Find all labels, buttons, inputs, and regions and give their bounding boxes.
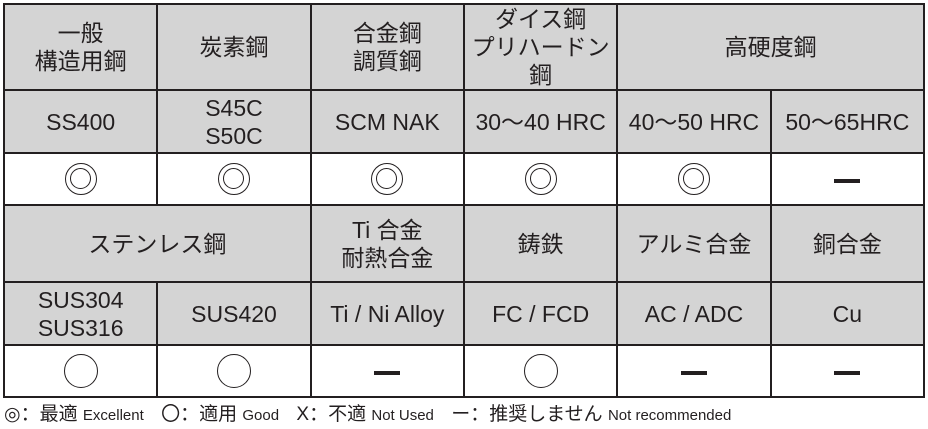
grade-cell: 50～65HRC xyxy=(769,89,926,154)
material-header-row-2: ステンレス鋼 Ti 合金 耐熱合金 鋳鉄 アルミ合金 銅合金 xyxy=(3,204,926,283)
header-general-steel: 一般 構造用鋼 xyxy=(2,3,159,91)
rating-cell xyxy=(462,152,619,206)
material-compatibility-table: 一般 構造用鋼 炭素鋼 合金鋼 調質鋼 ダイス鋼 プリハードン鋼 高硬度鋼 SS… xyxy=(2,3,926,398)
legend-ja: 不適 xyxy=(328,404,367,425)
header-copper-alloy: 銅合金 xyxy=(769,204,926,283)
grade-row-1: SS400 S45C S50C SCM NAK 30～40 HRC 40～50 … xyxy=(2,89,926,154)
legend-en: Not Used xyxy=(371,407,434,424)
legend-not-used: X：不適 Not Used xyxy=(296,404,434,425)
double-circle-icon xyxy=(524,163,557,195)
legend-not-recommended: ー：推奨しません Not recommended xyxy=(451,404,731,425)
material-header-row-1: 一般 構造用鋼 炭素鋼 合金鋼 調質鋼 ダイス鋼 プリハードン鋼 高硬度鋼 xyxy=(2,3,925,91)
header-stainless-steel: ステンレス鋼 xyxy=(3,204,312,283)
grade-cell: Cu xyxy=(769,281,926,346)
circle-icon xyxy=(63,354,98,388)
double-circle-icon xyxy=(677,163,710,195)
rating-cell xyxy=(616,152,772,206)
legend-ja: 推奨しません xyxy=(489,404,603,425)
legend-en: Not recommended xyxy=(607,407,732,424)
legend-separator: ： xyxy=(20,404,40,425)
rating-cell xyxy=(309,152,465,206)
header-titanium-alloy: Ti 合金 耐熱合金 xyxy=(309,204,465,283)
header-aluminum-alloy: アルミ合金 xyxy=(616,204,772,283)
rating-row-2 xyxy=(2,344,926,398)
grade-cell: SCM NAK xyxy=(309,89,465,154)
rating-cell xyxy=(769,344,926,398)
dash-symbol: ー xyxy=(451,404,471,425)
rating-cell xyxy=(2,152,159,206)
cross-symbol: X xyxy=(296,404,310,425)
rating-cell xyxy=(616,344,772,398)
dash-icon xyxy=(834,370,861,375)
circle-icon xyxy=(523,354,558,388)
grade-cell: FC / FCD xyxy=(462,281,619,346)
rating-cell xyxy=(156,152,312,206)
rating-cell xyxy=(462,344,619,398)
header-alloy-steel: 合金鋼 調質鋼 xyxy=(309,3,465,91)
legend-separator: ： xyxy=(180,404,200,425)
grade-cell: S45C S50C xyxy=(156,89,312,154)
circle-symbol: 〇 xyxy=(161,404,181,425)
double-circle-icon xyxy=(64,163,97,195)
legend-excellent: ◎：最適 Excellent xyxy=(4,404,144,425)
rating-cell xyxy=(769,152,926,206)
grade-cell: SS400 xyxy=(2,89,159,154)
grade-cell: SUS304 SUS316 xyxy=(2,281,159,346)
grade-cell: Ti / Ni Alloy xyxy=(309,281,465,346)
legend-en: Excellent xyxy=(82,407,144,424)
legend-separator: ： xyxy=(470,404,490,425)
legend-separator: ： xyxy=(309,404,329,425)
circle-icon xyxy=(216,354,251,388)
grade-row-2: SUS304 SUS316 SUS420 Ti / Ni Alloy FC / … xyxy=(2,281,926,346)
legend-ja: 適用 xyxy=(199,404,238,425)
rating-row-1 xyxy=(2,152,926,206)
rating-cell xyxy=(156,344,312,398)
legend: ◎：最適 Excellent 〇：適用 Good X：不適 Not Used ー… xyxy=(4,399,743,426)
dash-icon xyxy=(374,370,401,375)
dash-icon xyxy=(834,178,861,183)
legend-good: 〇：適用 Good xyxy=(161,404,279,425)
header-hardened-steel: 高硬度鋼 xyxy=(616,3,925,91)
header-carbon-steel: 炭素鋼 xyxy=(156,3,312,91)
grade-cell: AC / ADC xyxy=(616,281,772,346)
grade-cell: 40～50 HRC xyxy=(616,89,772,154)
legend-en: Good xyxy=(242,407,280,424)
legend-ja: 最適 xyxy=(39,404,78,425)
double-circle-icon xyxy=(217,163,250,195)
dash-icon xyxy=(680,370,707,375)
grade-cell: 30～40 HRC xyxy=(462,89,619,154)
rating-cell xyxy=(309,344,465,398)
double-circle-icon xyxy=(371,163,404,195)
rating-cell xyxy=(2,344,159,398)
double-circle-symbol: ◎ xyxy=(4,404,21,425)
grade-cell: SUS420 xyxy=(156,281,312,346)
header-die-steel: ダイス鋼 プリハードン鋼 xyxy=(462,3,619,91)
header-cast-iron: 鋳鉄 xyxy=(462,204,619,283)
